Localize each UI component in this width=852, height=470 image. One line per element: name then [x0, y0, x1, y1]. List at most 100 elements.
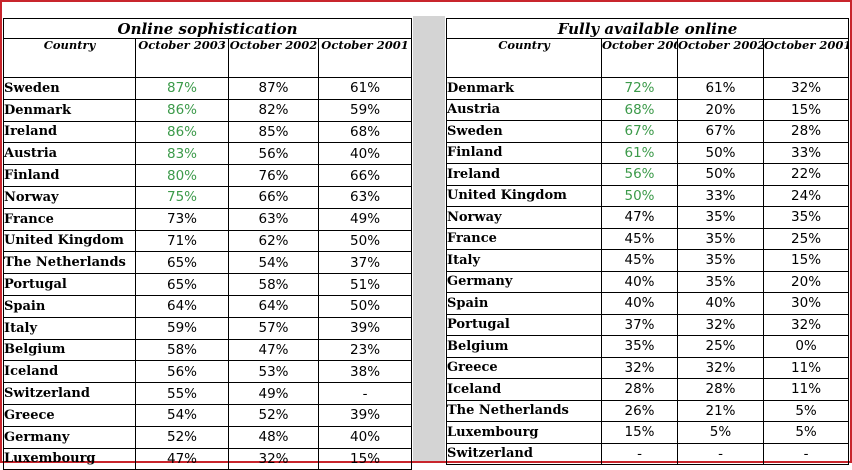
country-cell: Belgium	[446, 335, 602, 358]
percent-cell: 66%	[317, 164, 413, 187]
percent-cell: 38%	[317, 360, 413, 384]
table-row: Italy 59% 57% 39%	[3, 316, 413, 340]
percent-cell: 15%	[762, 98, 850, 121]
percent-cell: 76%	[228, 164, 319, 187]
percent-cell: 50%	[601, 184, 678, 207]
percent-cell: -	[762, 442, 850, 465]
country-cell: Greece	[3, 403, 136, 427]
percent-cell: 61%	[677, 77, 764, 100]
percent-cell: 75%	[135, 185, 229, 209]
column-header: October 2002	[228, 38, 319, 78]
percent-cell: 26%	[601, 399, 678, 422]
percent-cell: 15%	[601, 421, 678, 444]
percent-cell: 11%	[762, 356, 850, 379]
country-cell: The Netherlands	[446, 399, 602, 422]
percent-cell: 50%	[677, 141, 764, 164]
percent-cell: 86%	[135, 98, 229, 122]
percent-cell: 56%	[135, 360, 229, 384]
table-row: Norway 47% 35% 35%	[446, 206, 850, 229]
table-row: Denmark 72% 61% 32%	[446, 77, 850, 100]
percent-cell: 52%	[135, 425, 229, 449]
percent-cell: 63%	[317, 185, 413, 209]
country-cell: Portugal	[3, 273, 136, 296]
table-row: Finland 61% 50% 33%	[446, 141, 850, 164]
table-row: Iceland 56% 53% 38%	[3, 360, 413, 384]
percent-cell: 35%	[677, 206, 764, 229]
percent-cell: 40%	[601, 270, 678, 293]
percent-cell: 35%	[762, 206, 850, 229]
country-cell: Luxembourg	[3, 447, 136, 470]
percent-cell: 28%	[601, 378, 678, 401]
percent-cell: 5%	[762, 399, 850, 422]
percent-cell: 49%	[228, 382, 319, 405]
country-cell: Spain	[446, 292, 602, 315]
table-row: Luxembourg 15% 5% 5%	[446, 421, 850, 444]
percent-cell: 65%	[135, 273, 229, 296]
country-cell: Italy	[446, 249, 602, 272]
percent-cell: 63%	[228, 207, 319, 231]
percent-cell: 57%	[228, 316, 319, 340]
percent-cell: 45%	[601, 249, 678, 272]
table-row: France 73% 63% 49%	[3, 207, 413, 231]
country-cell: Switzerland	[3, 382, 136, 405]
percent-cell: -	[317, 382, 413, 405]
percent-cell: 53%	[228, 360, 319, 384]
table-row: Austria 83% 56% 40%	[3, 142, 413, 166]
table-row: Denmark 86% 82% 59%	[3, 98, 413, 122]
percent-cell: 30%	[762, 292, 850, 315]
percent-cell: 58%	[228, 273, 319, 296]
percent-cell: 83%	[135, 142, 229, 166]
percent-cell: 40%	[677, 292, 764, 315]
table-row: United Kingdom 71% 62% 50%	[3, 229, 413, 253]
country-cell: Sweden	[446, 120, 602, 143]
percent-cell: 37%	[601, 313, 678, 336]
percent-cell: 64%	[228, 294, 319, 318]
percent-cell: 35%	[677, 249, 764, 272]
percent-cell: 49%	[317, 207, 413, 231]
online-sophistication-table: Online sophistication Country October 20…	[2, 18, 413, 470]
percent-cell: 59%	[135, 316, 229, 340]
table-row: France 45% 35% 25%	[446, 227, 850, 250]
percent-cell: 45%	[601, 227, 678, 250]
country-cell: Switzerland	[446, 442, 602, 465]
table-title: Online sophistication	[2, 18, 413, 39]
percent-cell: 32%	[677, 313, 764, 336]
column-header: October 2002	[677, 38, 764, 78]
country-cell: United Kingdom	[3, 229, 136, 253]
percent-cell: 24%	[762, 184, 850, 207]
country-cell: Belgium	[3, 338, 136, 362]
percent-cell: 61%	[601, 141, 678, 164]
column-header: October 2003	[601, 38, 678, 78]
percent-cell: 20%	[762, 270, 850, 293]
percent-cell: 22%	[762, 163, 850, 186]
percent-cell: 59%	[317, 98, 413, 122]
country-cell: Norway	[446, 206, 602, 229]
table-row: Sweden 67% 67% 28%	[446, 120, 850, 143]
percent-cell: 56%	[228, 142, 319, 166]
table-row: Finland 80% 76% 66%	[3, 164, 413, 187]
percent-cell: 52%	[228, 403, 319, 427]
percent-cell: 15%	[317, 447, 413, 470]
percent-cell: 58%	[135, 338, 229, 362]
column-header: October 2001	[762, 38, 850, 78]
percent-cell: 48%	[228, 425, 319, 449]
percent-cell: 32%	[762, 77, 850, 100]
country-cell: Ireland	[446, 163, 602, 186]
percent-cell: 82%	[228, 98, 319, 122]
percent-cell: 61%	[317, 77, 413, 100]
table-row: Austria 68% 20% 15%	[446, 98, 850, 121]
country-cell: The Netherlands	[3, 251, 136, 275]
table-row: Spain 64% 64% 50%	[3, 294, 413, 318]
table-row: The Netherlands 65% 54% 37%	[3, 251, 413, 275]
country-cell: Luxembourg	[446, 421, 602, 444]
table-row: Switzerland - - -	[446, 442, 850, 465]
percent-cell: 54%	[135, 403, 229, 427]
percent-cell: 5%	[762, 421, 850, 444]
percent-cell: 55%	[135, 382, 229, 405]
percent-cell: 32%	[228, 447, 319, 470]
table-row: Iceland 28% 28% 11%	[446, 378, 850, 401]
country-cell: Norway	[3, 185, 136, 209]
percent-cell: 67%	[677, 120, 764, 143]
table-row: Belgium 35% 25% 0%	[446, 335, 850, 358]
percent-cell: 32%	[677, 356, 764, 379]
